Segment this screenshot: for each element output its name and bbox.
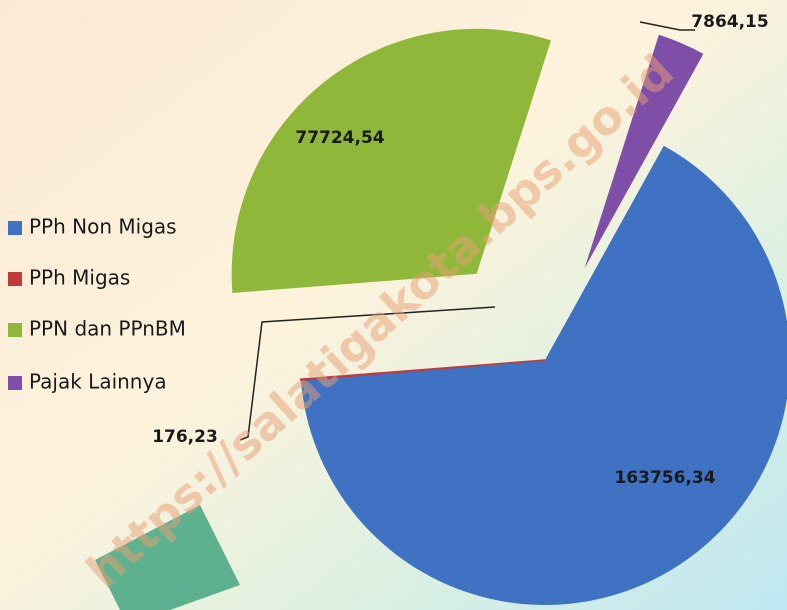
- pie-slice: [584, 34, 704, 269]
- decoration: [95, 505, 240, 610]
- legend-label: Pajak Lainnya: [29, 370, 167, 394]
- pie-slice: [231, 28, 551, 293]
- legend-label: PPh Migas: [29, 266, 130, 290]
- leader-line: [639, 21, 695, 31]
- data-label: 163756,34: [614, 468, 715, 488]
- pie-slice: [300, 145, 787, 605]
- data-label: 176,23: [152, 427, 218, 447]
- legend-swatch: [8, 323, 22, 337]
- legend-swatch: [8, 221, 22, 235]
- legend-label: PPh Non Migas: [29, 215, 177, 239]
- pie-slice: [299, 359, 546, 382]
- legend-swatch: [8, 376, 22, 390]
- leader-line: [239, 306, 496, 441]
- data-label: 7864,15: [691, 12, 768, 32]
- legend-label: PPN dan PPnBM: [29, 317, 186, 341]
- data-label: 77724,54: [295, 128, 384, 148]
- legend-swatch: [8, 272, 22, 286]
